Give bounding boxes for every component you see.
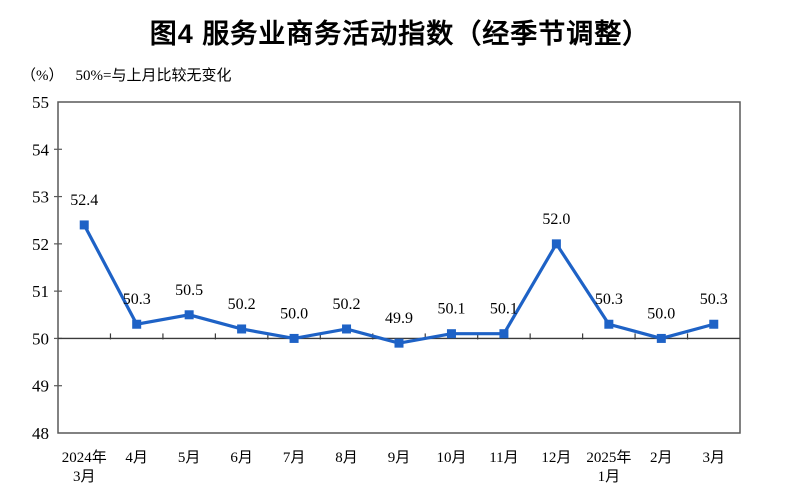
svg-text:10月: 10月 bbox=[436, 450, 466, 466]
svg-text:1月: 1月 bbox=[598, 469, 621, 485]
data-point-marker bbox=[237, 324, 247, 334]
plot-border bbox=[57, 101, 741, 434]
data-point-marker bbox=[499, 329, 509, 339]
data-point-marker bbox=[551, 239, 561, 249]
svg-text:50.1: 50.1 bbox=[490, 301, 518, 318]
svg-text:2月: 2月 bbox=[650, 450, 673, 466]
svg-text:50.0: 50.0 bbox=[280, 305, 308, 322]
data-point-labels: 52.4 50.3 50.5 50.2 50.0 50.2 49.9 50.1 50.1 52.0… bbox=[70, 192, 728, 327]
x-axis-labels: 2024年 3月 4月 5月 6月 7月 8月 9月 10月 11月 12月 2025年 1月 2月 3月 bbox=[62, 449, 725, 485]
reference-note: 50%=与上月比较无变化 bbox=[75, 68, 232, 84]
svg-text:4月: 4月 bbox=[125, 450, 148, 466]
svg-text:8月: 8月 bbox=[335, 450, 358, 466]
line-chart-canvas: 48 49 50 51 52 53 54 55 52.4 50.3 50.5 50.2 50.0 50.2… bbox=[32, 96, 741, 485]
svg-text:50.2: 50.2 bbox=[333, 296, 361, 313]
svg-text:52: 52 bbox=[32, 235, 49, 254]
data-point-marker bbox=[342, 324, 352, 334]
data-point-marker bbox=[604, 319, 614, 329]
data-point-marker bbox=[446, 329, 456, 339]
data-point-marker bbox=[184, 310, 194, 320]
svg-text:7月: 7月 bbox=[283, 450, 306, 466]
svg-text:54: 54 bbox=[32, 140, 50, 159]
data-point-marker bbox=[394, 338, 404, 348]
svg-text:12月: 12月 bbox=[541, 450, 571, 466]
svg-text:3月: 3月 bbox=[73, 469, 96, 485]
data-point-marker bbox=[289, 333, 299, 343]
svg-text:49: 49 bbox=[32, 377, 49, 396]
svg-text:9月: 9月 bbox=[388, 450, 411, 466]
data-point-marker bbox=[79, 220, 89, 230]
svg-text:5月: 5月 bbox=[178, 450, 201, 466]
svg-text:48: 48 bbox=[32, 424, 49, 443]
svg-text:50.5: 50.5 bbox=[175, 282, 203, 299]
svg-text:11月: 11月 bbox=[489, 450, 518, 466]
svg-text:55: 55 bbox=[32, 96, 49, 112]
data-point-marker bbox=[132, 319, 142, 329]
svg-text:52.0: 52.0 bbox=[542, 211, 570, 228]
svg-text:52.4: 52.4 bbox=[70, 192, 98, 209]
svg-text:2025年: 2025年 bbox=[586, 449, 631, 466]
chart-title: 图4 服务业商务活动指数（经季节调整） bbox=[149, 19, 651, 49]
svg-text:50.3: 50.3 bbox=[700, 291, 728, 308]
svg-text:50.0: 50.0 bbox=[647, 305, 675, 322]
svg-text:50.1: 50.1 bbox=[437, 301, 465, 318]
data-point-marker bbox=[656, 333, 666, 343]
svg-text:2024年: 2024年 bbox=[62, 449, 107, 466]
unit-label: （%） bbox=[21, 68, 64, 84]
svg-text:50: 50 bbox=[32, 329, 49, 348]
svg-text:53: 53 bbox=[32, 188, 49, 207]
svg-text:50.2: 50.2 bbox=[228, 296, 256, 313]
reference-line bbox=[58, 333, 740, 340]
data-point-marker bbox=[709, 319, 719, 329]
svg-text:51: 51 bbox=[32, 282, 49, 301]
svg-text:50.3: 50.3 bbox=[595, 291, 623, 308]
svg-text:6月: 6月 bbox=[230, 450, 253, 466]
data-series bbox=[79, 220, 719, 348]
svg-text:50.3: 50.3 bbox=[123, 291, 151, 308]
svg-text:49.9: 49.9 bbox=[385, 310, 413, 327]
chart-subtitle: （%） 50%=与上月比较无变化 bbox=[21, 64, 231, 85]
svg-text:3月: 3月 bbox=[703, 450, 726, 466]
